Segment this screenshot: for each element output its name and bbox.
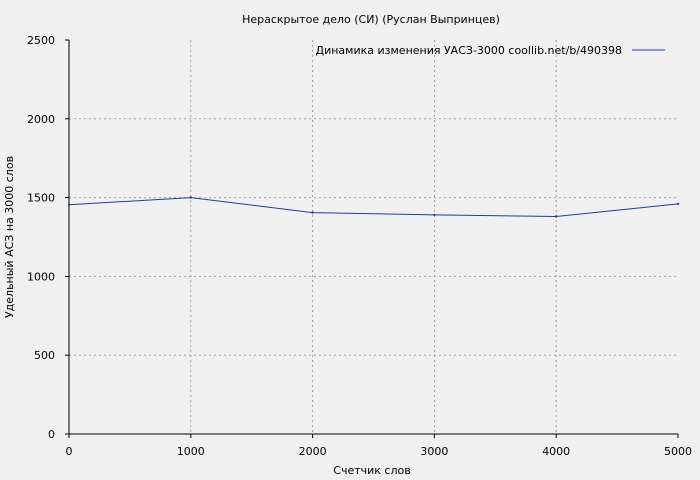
data-point xyxy=(676,202,680,206)
y-axis-title: Удельный АСЗ на 3000 слов xyxy=(3,156,16,318)
x-tick-label: 5000 xyxy=(664,445,692,458)
tick-labels: 0 1000 2000 3000 4000 5000 0 500 1000 1500 2000 250… xyxy=(27,34,692,458)
data-point xyxy=(67,203,71,206)
legend: Динамика изменения УАСЗ-3000 coollib.net… xyxy=(316,44,665,57)
data-point xyxy=(189,196,192,199)
x-tick-label: 0 xyxy=(66,445,73,458)
x-tick-label: 1000 xyxy=(177,445,205,458)
x-tick-label: 3000 xyxy=(420,445,448,458)
axes xyxy=(65,39,679,438)
data-point xyxy=(555,215,558,218)
data-point xyxy=(433,213,436,217)
y-tick-label: 0 xyxy=(48,428,55,441)
x-axis-title: Счетчик слов xyxy=(333,464,410,477)
chart-title: Нераскрытое дело (СИ) (Руслан Выпринцев) xyxy=(242,13,500,26)
y-tick-label: 1000 xyxy=(27,270,55,283)
x-tick-label: 2000 xyxy=(299,445,327,458)
x-tick-label: 4000 xyxy=(542,445,570,458)
legend-label: Динамика изменения УАСЗ-3000 coollib.net… xyxy=(316,44,623,57)
y-tick-label: 500 xyxy=(34,349,55,362)
y-tick-label: 2500 xyxy=(27,34,55,47)
y-tick-label: 2000 xyxy=(27,113,55,126)
grid-lines xyxy=(69,40,678,434)
y-tick-label: 1500 xyxy=(27,192,55,205)
series-layer xyxy=(67,196,680,218)
data-point xyxy=(311,211,314,214)
series-line xyxy=(68,197,679,218)
